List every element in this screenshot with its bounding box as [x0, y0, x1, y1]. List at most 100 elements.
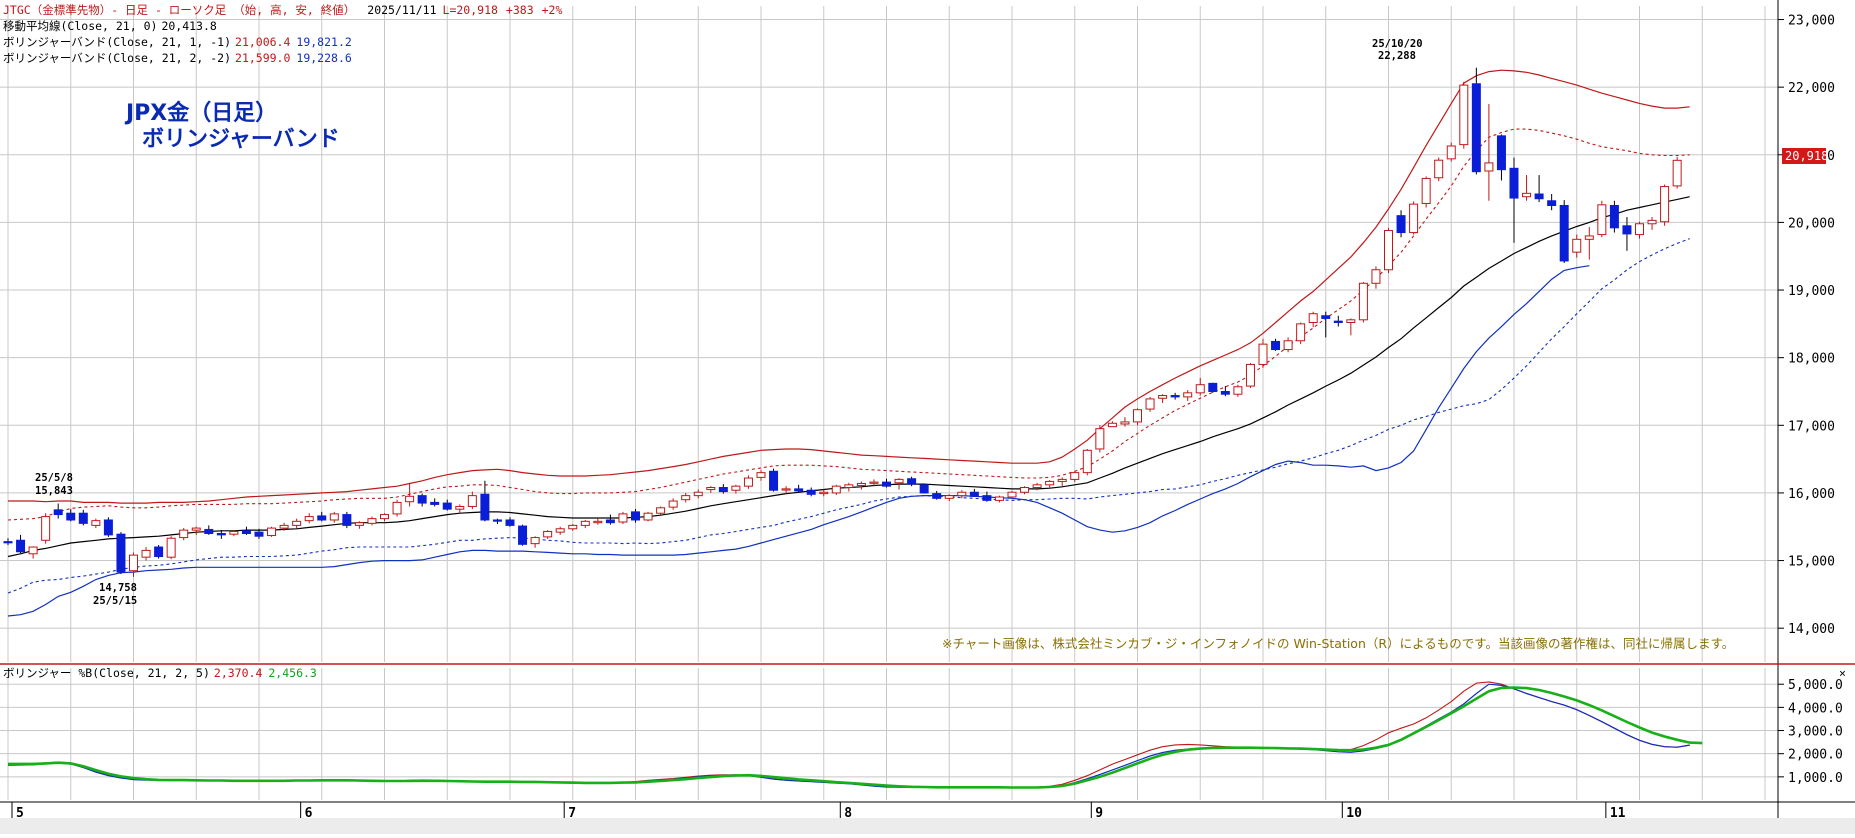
candle-body: [154, 546, 164, 557]
candle: [116, 532, 126, 575]
candle: [957, 490, 967, 499]
annotation-high-may-price: 15,843: [35, 485, 73, 497]
candle-body: [103, 519, 113, 536]
candle-body: [1609, 205, 1619, 229]
candle-body: [116, 533, 126, 573]
candle-body: [994, 496, 1004, 501]
candle: [1421, 176, 1431, 208]
month-label: 9: [1095, 806, 1103, 821]
candle-body: [53, 509, 63, 516]
candle: [618, 511, 628, 525]
candle: [756, 469, 766, 481]
candle: [1195, 377, 1205, 396]
candle: [1082, 448, 1092, 476]
candle-body: [731, 485, 741, 491]
candle: [969, 488, 979, 497]
osc-close-mark[interactable]: ×: [1839, 666, 1846, 680]
candle: [894, 478, 904, 490]
candle-body: [1484, 162, 1494, 172]
candle: [3, 538, 13, 546]
candle: [1032, 482, 1042, 491]
candle: [141, 547, 151, 561]
candle: [1133, 408, 1142, 426]
candle: [743, 475, 753, 489]
candle-body: [1333, 320, 1343, 324]
candle-body: [1271, 340, 1281, 351]
candle-body: [1007, 491, 1017, 498]
candle-body: [982, 495, 992, 501]
candle: [593, 518, 603, 525]
candle-body: [480, 493, 490, 521]
osc-header: ボリンジャー %B(Close, 21, 2, 5) 2,370.4 2,456.3: [3, 666, 317, 680]
candle: [1183, 390, 1193, 401]
candle: [731, 484, 741, 494]
candle-body: [1107, 422, 1117, 428]
candle: [1045, 480, 1055, 488]
candle: [530, 536, 540, 548]
candle-body: [1559, 205, 1569, 262]
month-label: 6: [305, 806, 313, 821]
candle: [216, 530, 226, 539]
header-line1: JTGC（金標準先物）- 日足 - ローソク足 （始, 高, 安, 終値） 202…: [3, 3, 562, 17]
candle-body: [518, 525, 528, 545]
candle-body: [16, 539, 26, 553]
candle-body: [241, 530, 251, 535]
candle-body: [66, 512, 76, 521]
candle: [543, 530, 553, 539]
candle-body: [1434, 159, 1444, 179]
candle: [1534, 175, 1544, 203]
candle-body: [166, 537, 176, 558]
candle: [668, 498, 678, 510]
annotation-low-may-price: 14,758: [99, 582, 137, 594]
candle: [994, 495, 1004, 503]
candle-body: [204, 528, 214, 535]
osc-tick-label: 3,000.0: [1788, 725, 1843, 740]
candle-body: [769, 470, 779, 491]
header-ma: 移動平均線(Close, 21, 0) 20,413.8: [3, 19, 217, 33]
month-label: 10: [1346, 806, 1362, 821]
month-label: 7: [568, 806, 576, 821]
candle: [1321, 311, 1331, 338]
candle-body: [1421, 177, 1431, 204]
candle-body: [907, 478, 917, 485]
candle-body: [1660, 186, 1670, 223]
candle: [1170, 392, 1180, 400]
candle: [1547, 194, 1557, 211]
candle-body: [380, 514, 389, 520]
candle-body: [129, 554, 138, 572]
candle-body: [1170, 395, 1180, 398]
candle-body: [1635, 223, 1644, 236]
candle-body: [367, 518, 377, 524]
candle-body: [1584, 235, 1594, 240]
candle-body: [756, 472, 766, 478]
candle: [91, 518, 101, 529]
candle: [267, 526, 277, 537]
band1-lower-line: [7, 238, 1690, 594]
candle-body: [229, 530, 239, 535]
candle-body: [1245, 363, 1255, 387]
candle-body: [1459, 84, 1469, 146]
candle-body: [1120, 421, 1130, 425]
candle-body: [1346, 319, 1356, 324]
candle-body: [279, 524, 289, 529]
candle: [982, 491, 992, 502]
candle: [1258, 338, 1268, 368]
candle-body: [1095, 428, 1105, 450]
candle-body: [781, 488, 791, 491]
candle: [317, 511, 327, 522]
candle-body: [568, 524, 578, 530]
month-label: 11: [1610, 806, 1626, 821]
candle: [1622, 217, 1632, 251]
price-tick-label: 14,000: [1788, 622, 1835, 637]
chart-title-line1: JPX金（日足）: [124, 100, 277, 126]
candle: [1584, 227, 1594, 260]
candle-body: [292, 520, 302, 526]
candle: [279, 522, 289, 531]
candle: [568, 524, 578, 531]
candle-body: [1672, 159, 1682, 187]
candle: [179, 528, 189, 541]
candle: [1572, 234, 1582, 258]
candle-body: [856, 482, 866, 486]
month-label: 8: [844, 806, 852, 821]
